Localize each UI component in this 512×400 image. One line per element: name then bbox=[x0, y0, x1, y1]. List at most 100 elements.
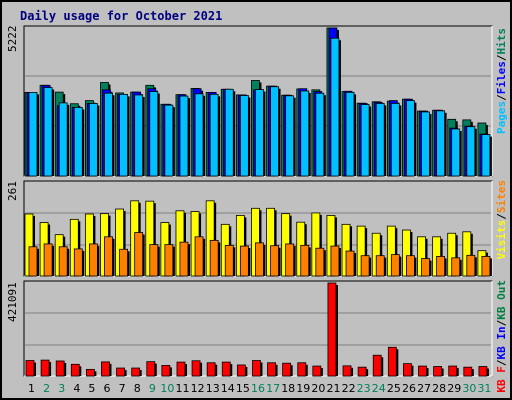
sites-bar bbox=[466, 254, 476, 277]
kbf-bar bbox=[85, 368, 95, 377]
pages-bar bbox=[315, 92, 325, 177]
pages-bar bbox=[149, 91, 159, 177]
kbf-bar bbox=[131, 367, 141, 377]
day-tick-label: 26 bbox=[402, 382, 416, 395]
day-tick-label: 6 bbox=[104, 382, 111, 395]
kbf-bar bbox=[116, 367, 125, 377]
sites-bar bbox=[73, 248, 83, 277]
sites-bar bbox=[179, 241, 189, 277]
kbf-bar bbox=[161, 364, 171, 377]
legend-sep: / bbox=[495, 213, 508, 220]
day-tick-label: 9 bbox=[149, 382, 156, 395]
kbf-bar bbox=[206, 362, 216, 377]
legend-sep: / bbox=[495, 359, 508, 367]
kbf-bar bbox=[146, 361, 156, 377]
day-tick-label: 1 bbox=[28, 382, 35, 395]
pages-bar bbox=[345, 91, 355, 177]
legend-sep: / bbox=[495, 94, 508, 101]
day-tick-label: 13 bbox=[206, 382, 220, 395]
legend-sep: / bbox=[495, 319, 508, 327]
kbf-bar bbox=[70, 363, 80, 377]
sites-bar bbox=[164, 244, 174, 277]
sites-bar bbox=[421, 258, 430, 277]
kbf-bar bbox=[448, 365, 458, 377]
sites-bar bbox=[390, 254, 400, 277]
pages-bar bbox=[209, 93, 219, 177]
sites-bar bbox=[149, 244, 159, 277]
kbf-bar bbox=[236, 364, 246, 377]
sites-bar bbox=[270, 245, 279, 277]
pages-bar bbox=[73, 107, 83, 177]
kbf-bar bbox=[433, 366, 443, 377]
kbf-bar bbox=[463, 366, 473, 377]
pages-bar bbox=[164, 104, 174, 177]
legend-kbin: KB In bbox=[495, 326, 508, 360]
kbf-bar bbox=[101, 361, 110, 377]
kbf-bar bbox=[297, 362, 307, 377]
pages-bar bbox=[466, 126, 476, 177]
pages-bar bbox=[421, 111, 430, 177]
kbf-bar bbox=[40, 359, 50, 377]
sites-bar bbox=[451, 257, 461, 277]
pages-bar bbox=[224, 88, 234, 177]
pages-bar bbox=[451, 128, 461, 177]
sites-bar bbox=[134, 232, 144, 277]
pages-bar bbox=[406, 100, 415, 177]
day-tick-label: 21 bbox=[326, 382, 340, 395]
legend-files: Files bbox=[495, 61, 508, 95]
kbf-bar bbox=[478, 366, 488, 377]
sites-bar bbox=[119, 248, 128, 277]
sites-bar bbox=[28, 246, 38, 277]
day-tick-label: 2 bbox=[43, 382, 50, 395]
pages-bar bbox=[134, 94, 144, 177]
pages-bar bbox=[270, 86, 279, 177]
kbf-bar bbox=[327, 282, 337, 377]
sites-bar bbox=[300, 244, 310, 277]
top-series-legend: Pages/Files/Hits bbox=[495, 28, 508, 134]
day-tick-label: 5 bbox=[88, 382, 95, 395]
day-tick-label: 20 bbox=[311, 382, 325, 395]
pages-bar bbox=[43, 87, 53, 177]
day-tick-label: 8 bbox=[134, 382, 141, 395]
kbf-bar bbox=[221, 361, 231, 377]
day-tick-label: 30 bbox=[462, 382, 476, 395]
bot-ymax-label: 421091 bbox=[6, 282, 19, 322]
sites-bar bbox=[255, 242, 264, 277]
pages-bar bbox=[28, 91, 38, 177]
kbf-bar bbox=[282, 362, 292, 377]
legend-kbf: KB F bbox=[495, 366, 508, 393]
day-tick-label: 3 bbox=[58, 382, 65, 395]
sites-bar bbox=[104, 236, 113, 277]
pages-bar bbox=[436, 110, 446, 177]
legend-kbout: KB Out bbox=[495, 280, 508, 320]
sites-bar bbox=[194, 236, 204, 277]
pages-bar bbox=[179, 95, 189, 177]
sites-bar bbox=[330, 245, 340, 277]
day-tick-label: 12 bbox=[191, 382, 205, 395]
bot-series-legend: KB F/KB In/KB Out bbox=[495, 280, 508, 393]
day-tick-label: 10 bbox=[160, 382, 174, 395]
kbf-bar bbox=[252, 360, 261, 377]
kbf-bar bbox=[25, 360, 35, 377]
sites-bar bbox=[360, 255, 370, 277]
kbf-bar bbox=[191, 360, 201, 377]
sites-bar bbox=[58, 246, 68, 277]
day-tick-label: 4 bbox=[73, 382, 80, 395]
legend-hits: Hits bbox=[495, 28, 508, 55]
day-tick-label: 19 bbox=[296, 382, 310, 395]
sites-bar bbox=[285, 243, 295, 277]
kbf-bar bbox=[267, 362, 276, 377]
kbf-bar bbox=[387, 346, 397, 377]
sites-bar bbox=[315, 247, 325, 277]
pages-bar bbox=[375, 103, 385, 177]
pages-bar bbox=[58, 102, 68, 177]
sites-bar bbox=[88, 243, 98, 277]
pages-bar bbox=[285, 95, 295, 177]
sites-bar bbox=[436, 256, 446, 277]
sites-bar bbox=[239, 245, 249, 277]
day-tick-label: 16 bbox=[251, 382, 265, 395]
day-tick-label: 18 bbox=[281, 382, 295, 395]
kbf-bar bbox=[312, 365, 322, 377]
pages-bar bbox=[330, 37, 340, 177]
